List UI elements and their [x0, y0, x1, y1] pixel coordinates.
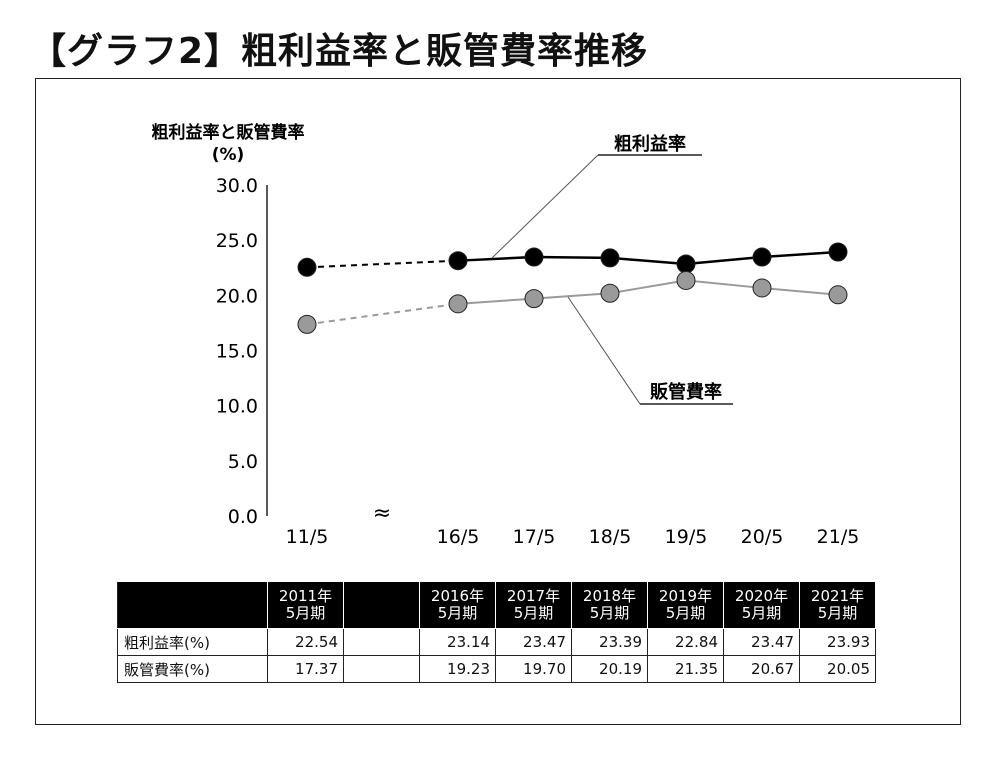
data-point	[297, 314, 317, 334]
data-point	[524, 247, 544, 267]
data-table: 2011年 5月期 2016年 5月期 2017年 5月期 2018年 5月期 2019…	[117, 581, 876, 683]
x-tick-label: 16/5	[437, 526, 480, 548]
data-point	[828, 285, 848, 305]
table-cell: 23.47	[495, 628, 572, 656]
table-header-cell: 2017年 5月期	[495, 581, 572, 629]
table-header-cell: 2016年 5月期	[419, 581, 496, 629]
data-point	[828, 242, 848, 262]
data-point	[600, 283, 620, 303]
data-point	[448, 251, 468, 271]
table-cell: 23.39	[571, 628, 648, 656]
series-line	[457, 250, 839, 266]
table-cell: 23.47	[723, 628, 800, 656]
table-header-text: 2011年 5月期	[278, 587, 333, 622]
table-row-label: 粗利益率(%)	[117, 628, 268, 656]
table-row: 粗利益率(%) 22.54 23.14 23.47 23.39 22.84 23…	[117, 628, 876, 656]
data-point	[524, 289, 544, 309]
table-cell: 23.14	[419, 628, 496, 656]
table-gap-cell	[343, 581, 420, 629]
table-header-row: 2011年 5月期 2016年 5月期 2017年 5月期 2018年 5月期 2019…	[117, 581, 876, 629]
table-header-text: 2021年 5月期	[810, 587, 865, 622]
y-axis-title: 粗利益率と販管費率	[152, 122, 305, 143]
x-tick-label: 17/5	[513, 526, 556, 548]
series-line	[457, 279, 839, 305]
table-cell: 21.35	[647, 655, 724, 683]
data-point	[297, 257, 317, 277]
table-header-text: 2019年 5月期	[658, 587, 713, 622]
table-gap-cell	[343, 655, 420, 683]
x-tick-label: 11/5	[286, 526, 329, 548]
table-cell: 22.84	[647, 628, 724, 656]
table-header-text: 2018年 5月期	[582, 587, 637, 622]
table-cell: 19.70	[495, 655, 572, 683]
table-header-text: 2017年 5月期	[506, 587, 561, 622]
table-header-cell: 2011年 5月期	[267, 581, 344, 629]
callout-leader-line	[491, 154, 599, 259]
series-dashed-segment	[306, 302, 459, 326]
table-cell: 19.23	[419, 655, 496, 683]
y-tick-label: 25.0	[216, 230, 258, 252]
table-cell: 22.54	[267, 628, 344, 656]
y-tick-label: 5.0	[228, 451, 258, 473]
callout-leader-line	[567, 296, 641, 405]
table-header-text: 2016年 5月期	[430, 587, 485, 622]
table-cell: 20.05	[799, 655, 876, 683]
series-label-sga-ratio: 販管費率	[650, 381, 722, 403]
y-tick-label: 30.0	[216, 175, 258, 197]
x-tick-label: 19/5	[665, 526, 708, 548]
table-corner-cell	[117, 581, 268, 629]
y-tick-label: 20.0	[216, 285, 258, 307]
page-title: 【グラフ2】粗利益率と販管費率推移	[30, 31, 649, 72]
x-tick-label: 18/5	[589, 526, 632, 548]
x-tick-label: 21/5	[817, 526, 860, 548]
table-row-label: 販管費率(%)	[117, 655, 268, 683]
table-cell: 20.19	[571, 655, 648, 683]
table-cell: 20.67	[723, 655, 800, 683]
data-point	[676, 254, 696, 274]
table-cell: 17.37	[267, 655, 344, 683]
chart-frame	[35, 78, 961, 725]
table-header-cell: 2019年 5月期	[647, 581, 724, 629]
data-point	[600, 248, 620, 268]
table-row: 販管費率(%) 17.37 19.23 19.70 20.19 21.35 20…	[117, 655, 876, 683]
x-tick-label: 20/5	[741, 526, 784, 548]
data-point	[752, 278, 772, 298]
axis-break-icon: ≈	[373, 501, 391, 526]
table-gap-cell	[343, 628, 420, 656]
data-point	[752, 247, 772, 267]
series-dashed-segment	[306, 259, 459, 269]
table-header-text: 2020年 5月期	[734, 587, 789, 622]
y-tick-label: 15.0	[216, 341, 258, 363]
table-cell: 23.93	[799, 628, 876, 656]
table-header-cell: 2018年 5月期	[571, 581, 648, 629]
data-point	[676, 270, 696, 290]
y-tick-label: 10.0	[216, 396, 258, 418]
data-point	[448, 294, 468, 314]
series-label-gross-margin: 粗利益率	[614, 133, 686, 155]
y-tick-label: 0.0	[228, 506, 258, 528]
table-header-cell: 2021年 5月期	[799, 581, 876, 629]
y-axis-unit: (%)	[212, 145, 245, 165]
table-header-cell: 2020年 5月期	[723, 581, 800, 629]
